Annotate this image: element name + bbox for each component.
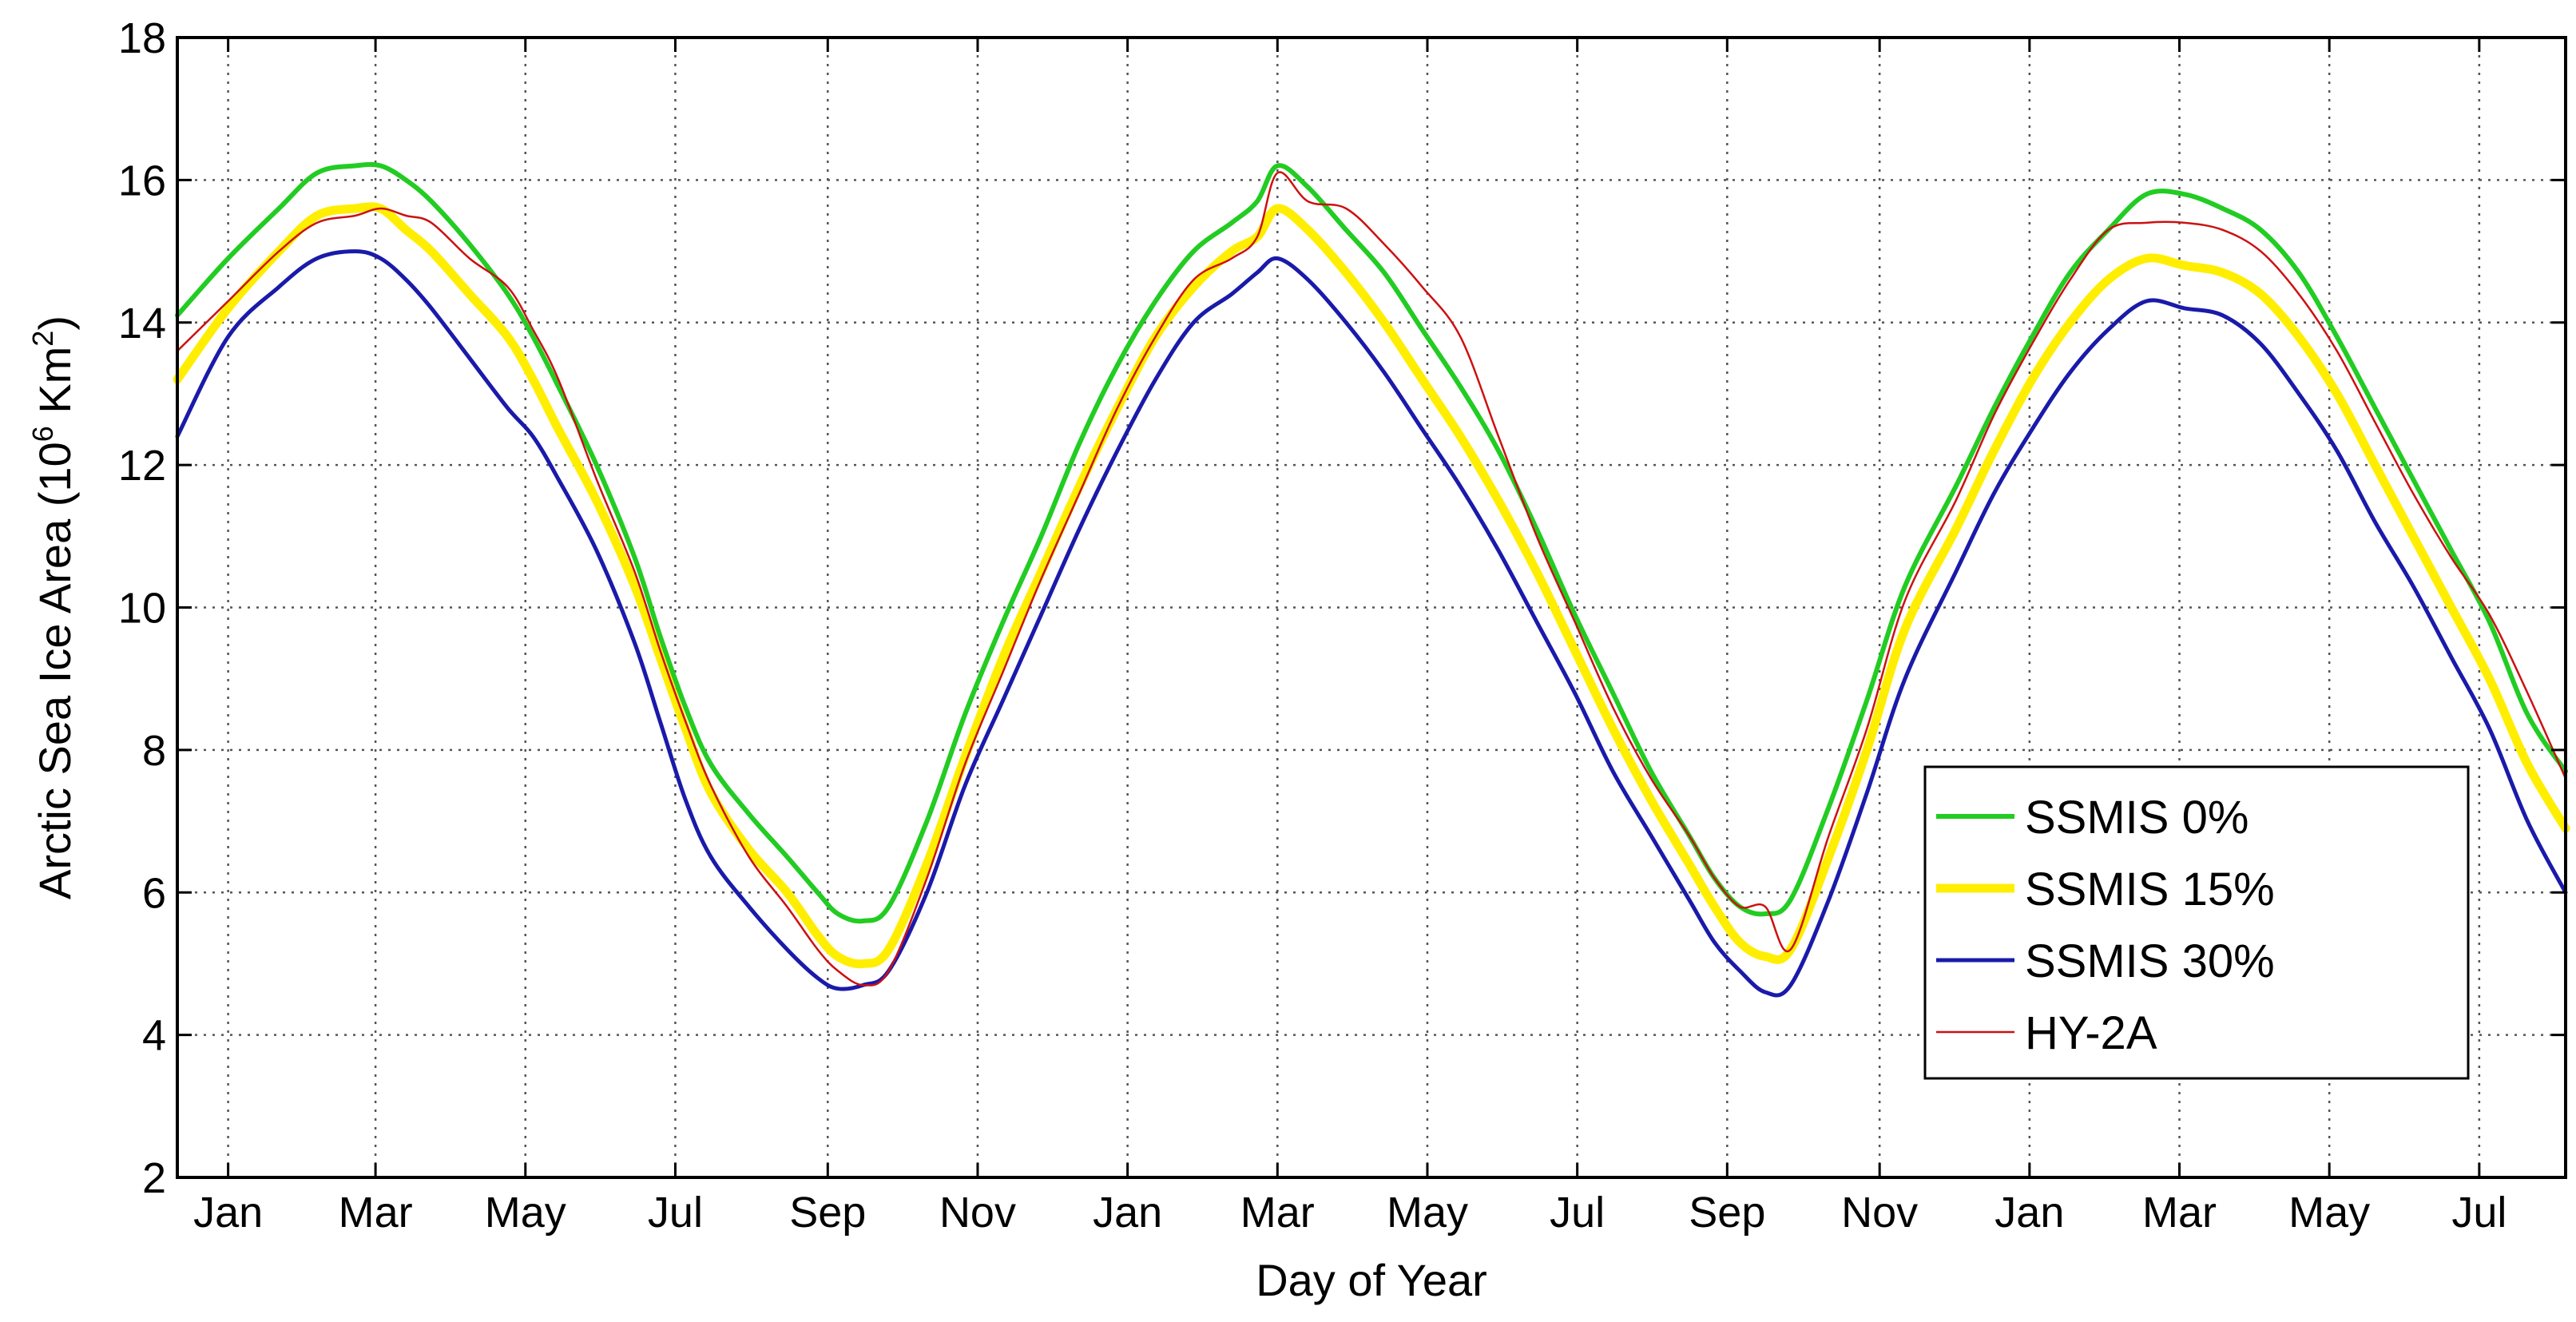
- x-tick-label: May: [485, 1189, 566, 1237]
- x-tick-label: Mar: [1240, 1189, 1315, 1237]
- x-tick-label: Jan: [193, 1189, 263, 1237]
- y-axis-title-prefix: Arctic Sea Ice Area (10: [30, 442, 80, 899]
- legend-box: [1923, 765, 2470, 1080]
- x-tick-label: Sep: [789, 1189, 866, 1237]
- series-line-ssmis-15: [173, 202, 2570, 969]
- y-axis-title: Arctic Sea Ice Area (106 Km2): [26, 316, 80, 899]
- x-tick-label: Sep: [1689, 1189, 1765, 1237]
- y-tick-label: 12: [118, 442, 166, 490]
- x-tick-label: Jan: [1995, 1189, 2064, 1237]
- series-line-ssmis-0: [175, 161, 2568, 924]
- y-axis-title-mid: Km: [30, 347, 80, 427]
- y-tick-label: 10: [118, 585, 166, 633]
- x-tick-label: Jul: [648, 1189, 703, 1237]
- y-tick-label: 18: [118, 14, 166, 62]
- legend-label-ssmis-0: SSMIS 0%: [2025, 792, 2249, 844]
- x-tick-label: May: [1387, 1189, 1468, 1237]
- x-tick-label: Nov: [1841, 1189, 1918, 1237]
- x-axis-title: Day of Year: [1256, 1255, 1487, 1305]
- legend-label-ssmis-15: SSMIS 15%: [2025, 863, 2275, 915]
- x-tick-label: Mar: [2142, 1189, 2217, 1237]
- y-axis-title-suffix: ): [30, 316, 80, 331]
- series-line-hy-2a: [176, 171, 2567, 987]
- series-line-ssmis-30: [175, 249, 2568, 998]
- y-axis-title-exp1: 6: [26, 426, 59, 442]
- legend: SSMIS 0% SSMIS 15% SSMIS 30% HY-2A: [1923, 765, 2470, 1080]
- series-layer: [173, 161, 2570, 998]
- y-tick-label: 4: [142, 1012, 166, 1060]
- x-tick-label: Jan: [1093, 1189, 1162, 1237]
- x-tick-label: Mar: [339, 1189, 413, 1237]
- y-tick-label: 16: [118, 157, 166, 204]
- tick-layer: Jan Mar May Jul Sep Nov Jan Mar May Jul Sep Nov Jan M…: [118, 14, 2566, 1237]
- y-tick-label: 6: [142, 869, 166, 917]
- x-tick-label: Jul: [1550, 1189, 1605, 1237]
- y-tick-label: 14: [118, 300, 166, 347]
- y-tick-label: 8: [142, 727, 166, 775]
- y-axis-title-exp2: 2: [26, 331, 59, 347]
- x-tick-label: Jul: [2451, 1189, 2507, 1237]
- legend-label-ssmis-30: SSMIS 30%: [2025, 935, 2275, 987]
- legend-label-hy-2a: HY-2A: [2025, 1007, 2157, 1059]
- x-tick-label: Nov: [939, 1189, 1016, 1237]
- x-tick-label: May: [2288, 1189, 2370, 1237]
- y-tick-label: 2: [142, 1154, 166, 1202]
